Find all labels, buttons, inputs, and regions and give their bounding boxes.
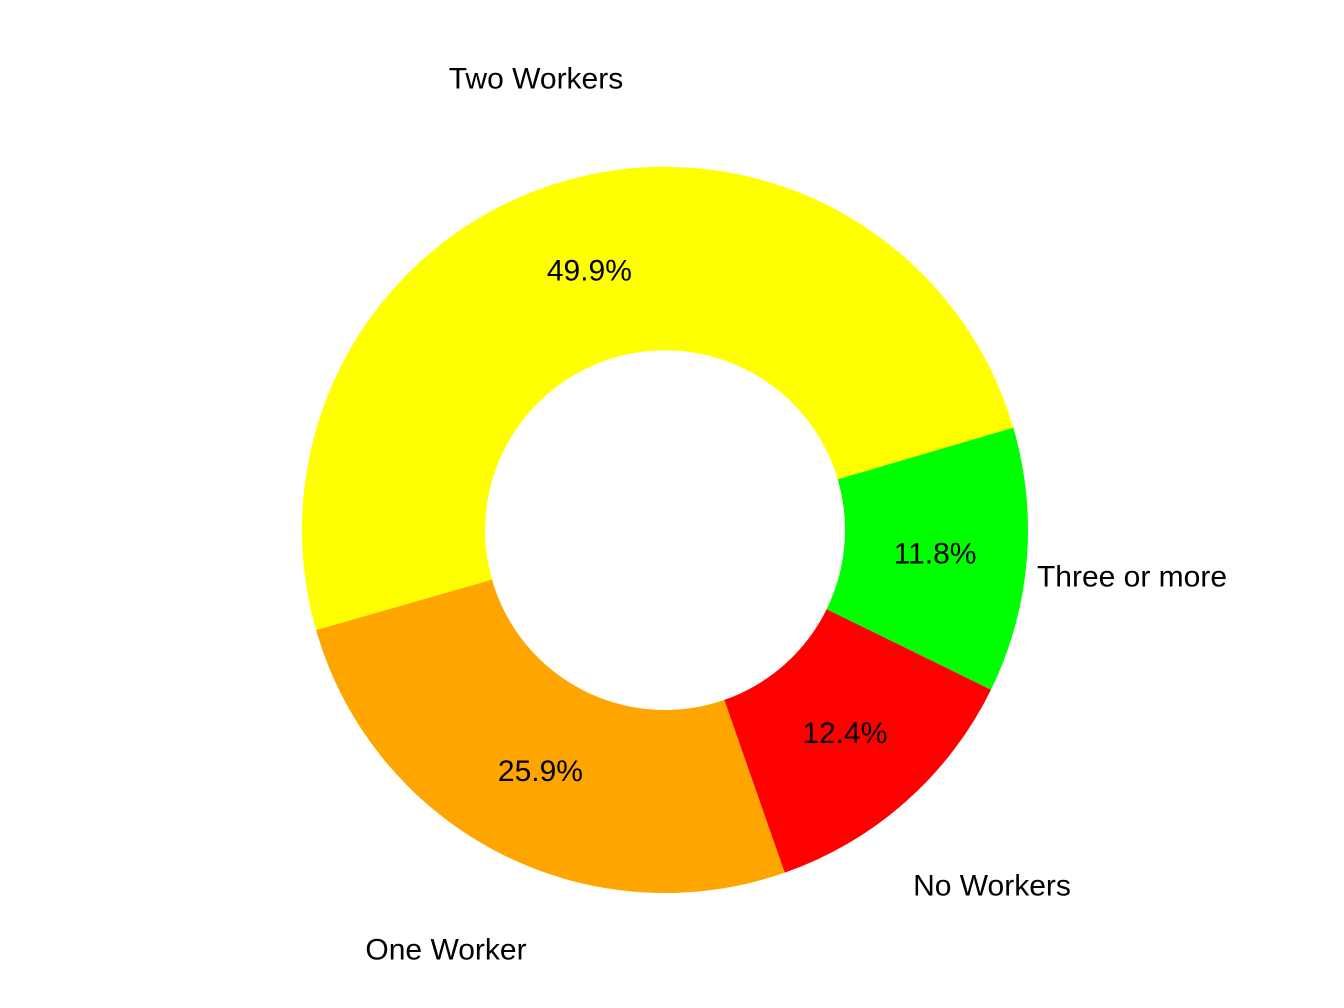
category-label-three-or-more: Three or more	[1037, 561, 1227, 594]
category-label-no-workers: No Workers	[913, 870, 1071, 903]
pct-label-two-workers: 49.9%	[547, 254, 632, 287]
slice-two-workers	[301, 166, 1014, 631]
slice-three-or-more	[826, 427, 1029, 690]
pct-label-one-worker: 25.9%	[498, 755, 583, 788]
pct-label-no-workers: 12.4%	[802, 717, 887, 750]
pct-label-three-or-more: 11.8%	[894, 537, 977, 570]
category-label-two-workers: Two Workers	[449, 63, 623, 96]
category-label-one-worker: One Worker	[365, 934, 526, 967]
slice-no-workers	[724, 609, 991, 873]
slice-one-worker	[316, 579, 785, 893]
